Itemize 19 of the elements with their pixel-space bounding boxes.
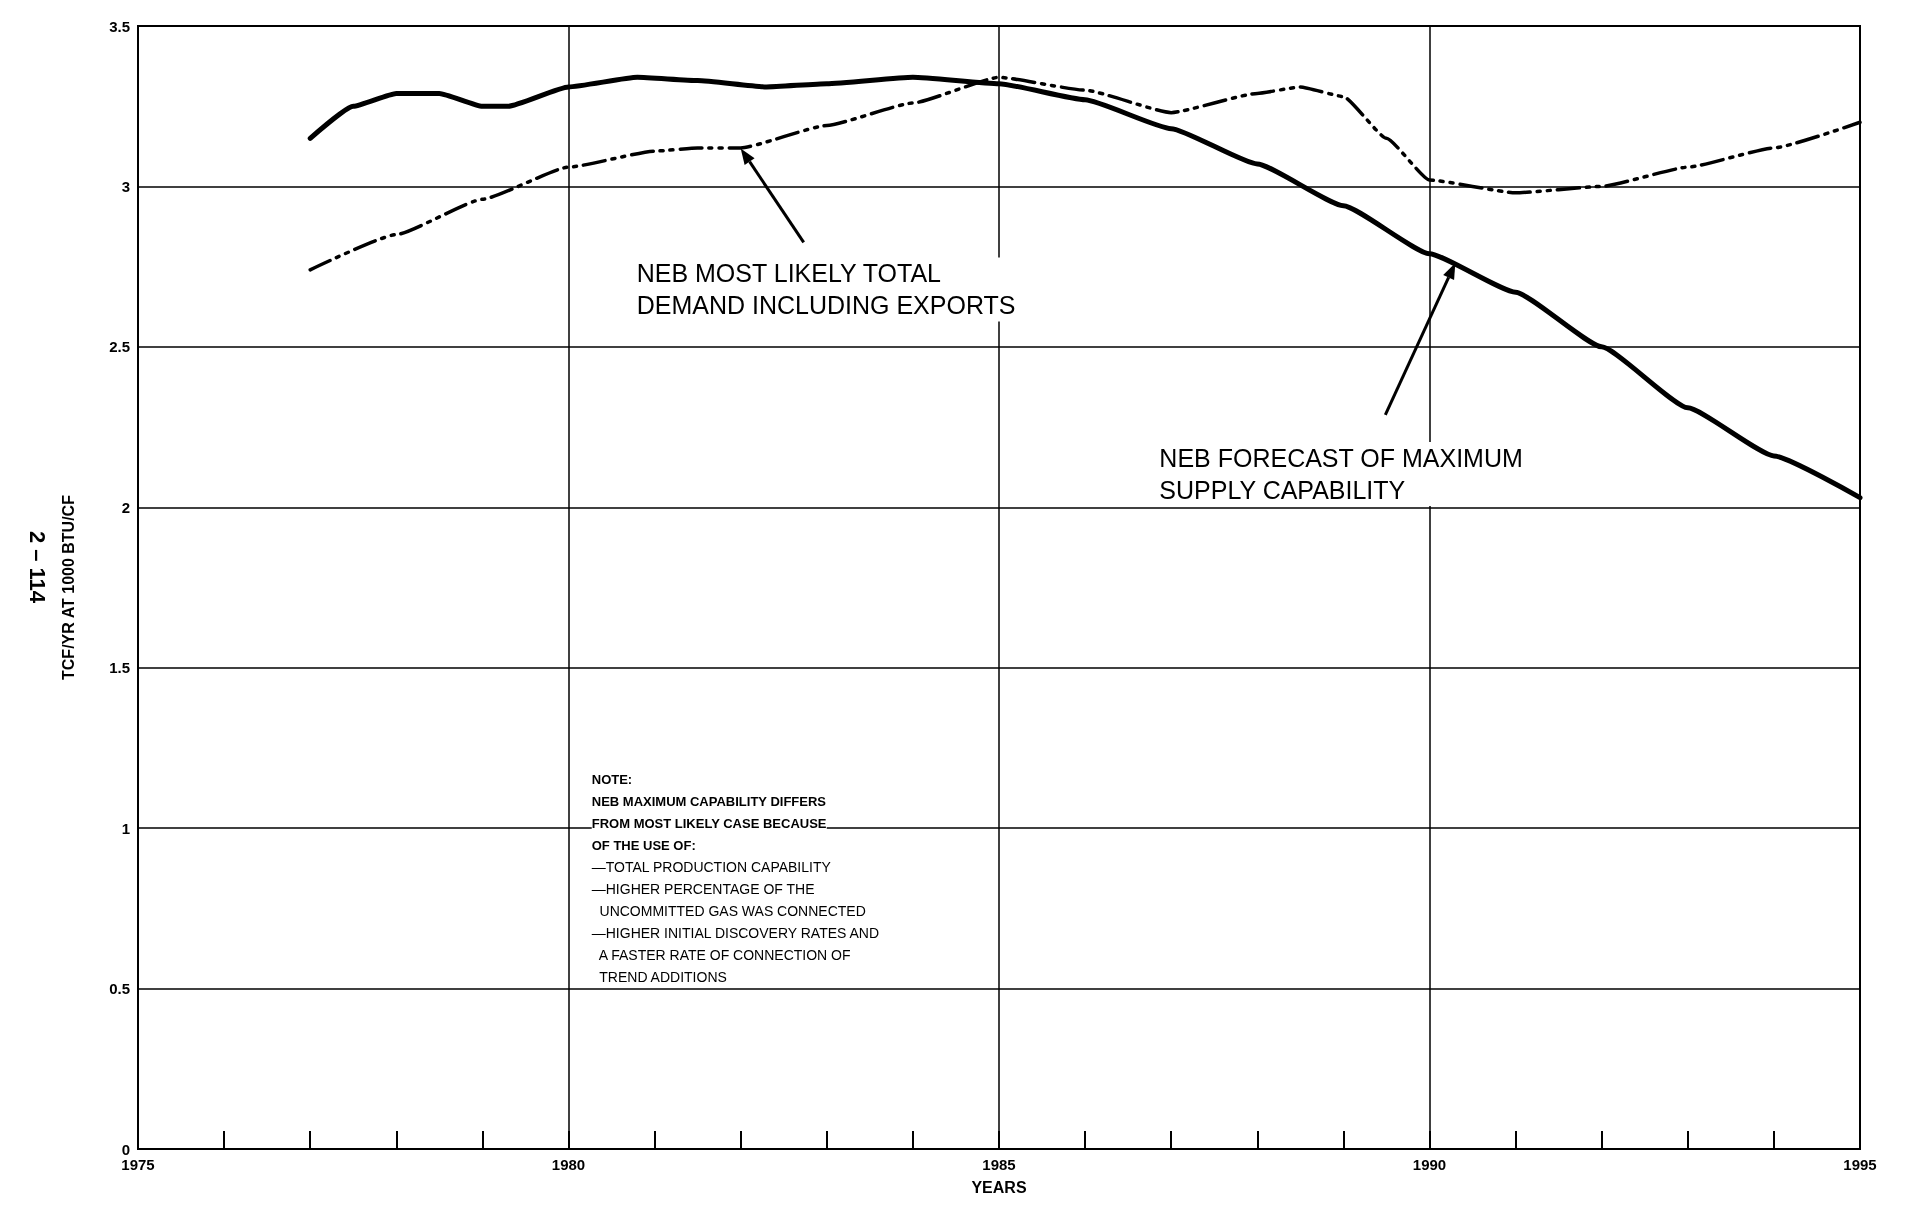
x-tick-label: 1995	[1843, 1156, 1877, 1173]
annotation: NEB FORECAST OF MAXIMUM SUPPLY CAPABILITY	[1159, 443, 1523, 504]
x-tick-label: 1990	[1412, 1156, 1447, 1173]
text: NOTE: NEB MAXIMUM CAPABILITY DIFFERS FROM MOST LIKELY CASE BECAUSE OF THE USE OF: —TOTAL PRODUCTION CAPABILITY —HIGHER PERCENTAGE OF THE UNCOMMITTED GAS WAS CONNECTED —HIGHER INITIAL DISCOVERY RATES AND A FASTER RATE OF CONNECTION OF TREND ADDITIONS	[591, 771, 880, 985]
y-tick-label: 0.5	[109, 980, 130, 998]
x-axis-title: YEARS	[971, 1178, 1027, 1196]
y-tick-label: 3	[121, 177, 130, 195]
x-tick-label: 1985	[982, 1156, 1016, 1173]
y-tick-label: 2.5	[109, 338, 130, 356]
y-tick-label: 2	[121, 498, 130, 516]
y-tick-label: 1	[121, 819, 130, 837]
y-tick-label: 0	[121, 1140, 130, 1158]
y-tick-label: 1.5	[109, 659, 130, 677]
annotation: NEB MOST LIKELY TOTAL DEMAND INCLUDING EXPORTS	[636, 259, 1016, 320]
y-axis-title: TCF/YR AT 1000 BTU/CF	[59, 494, 77, 680]
y-tick-label: 3.5	[109, 17, 130, 35]
text: 2 – 114	[24, 530, 50, 604]
x-tick-label: 1980	[551, 1156, 586, 1173]
x-tick-label: 1975	[121, 1156, 155, 1173]
